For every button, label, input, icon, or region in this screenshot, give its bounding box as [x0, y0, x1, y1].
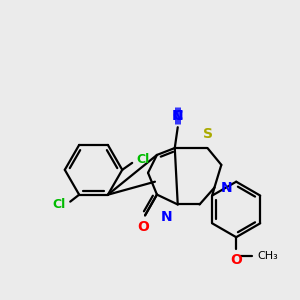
Text: Cl: Cl — [136, 153, 149, 167]
Text: O: O — [230, 253, 242, 267]
Text: N: N — [161, 210, 173, 224]
Text: N: N — [172, 110, 184, 123]
Text: Cl: Cl — [52, 198, 65, 211]
Text: O: O — [137, 220, 149, 234]
Text: N: N — [220, 181, 232, 195]
Text: C: C — [172, 109, 183, 123]
Text: CH₃: CH₃ — [257, 251, 278, 261]
Text: S: S — [203, 127, 214, 141]
